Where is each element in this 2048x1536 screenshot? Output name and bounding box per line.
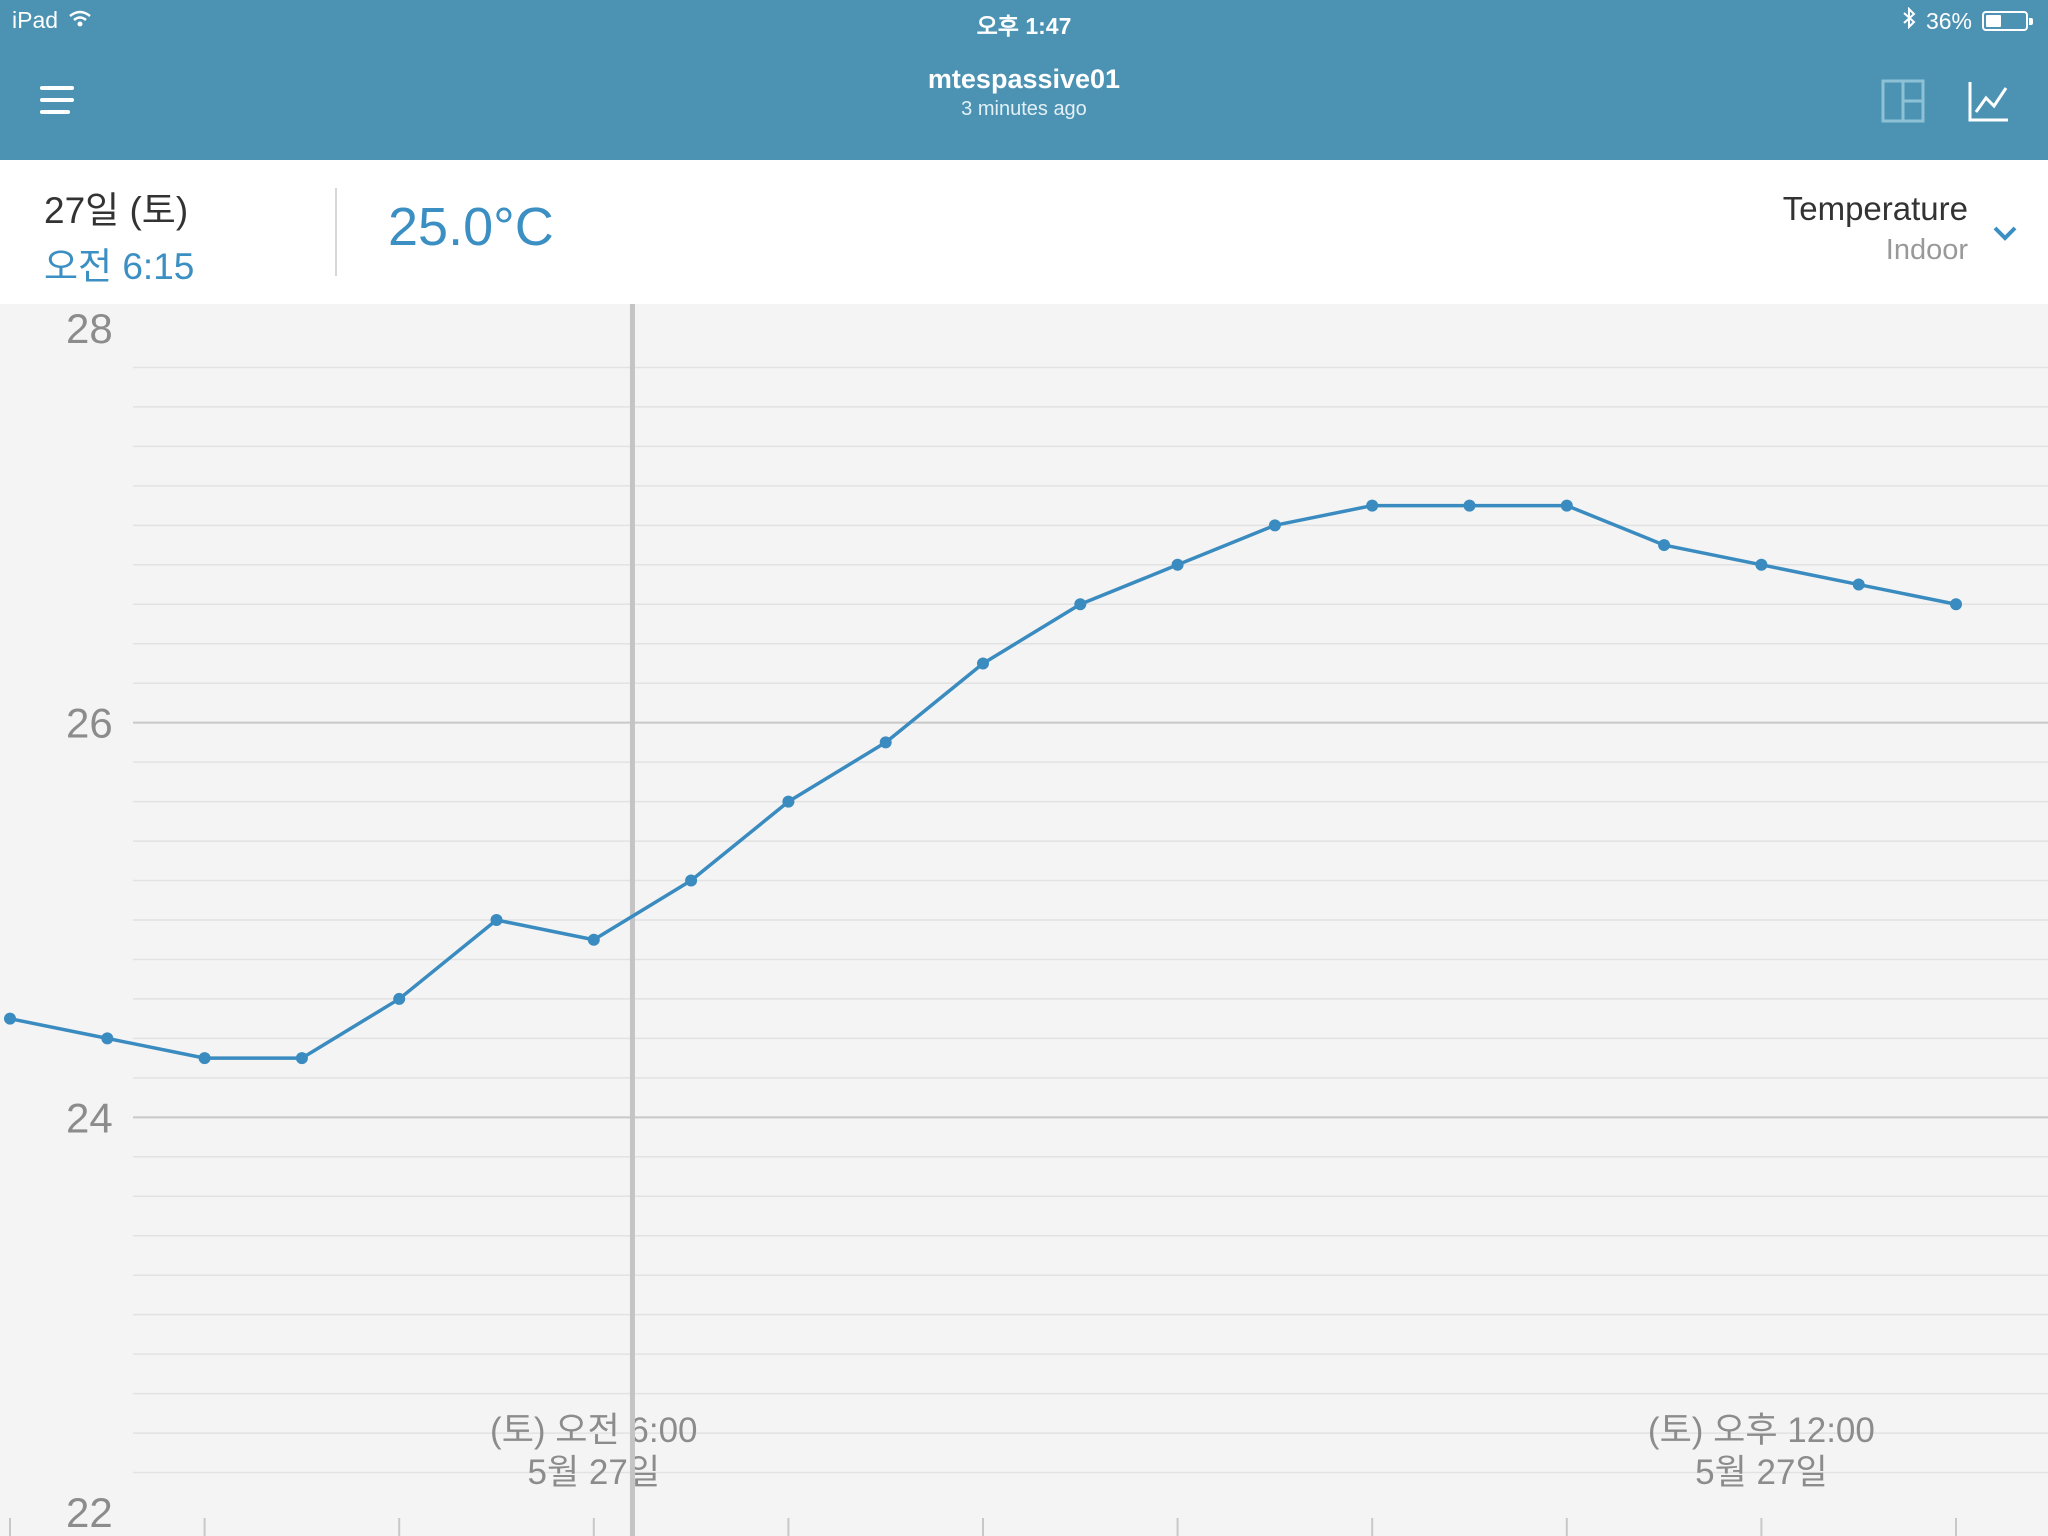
y-tick-label: 24 bbox=[66, 1094, 113, 1141]
data-point bbox=[879, 736, 892, 749]
x-tick-sublabel: 5월 27일 bbox=[528, 1453, 661, 1492]
chart-icon bbox=[1968, 82, 2008, 122]
data-point bbox=[295, 1052, 308, 1065]
data-point bbox=[782, 795, 795, 808]
data-point bbox=[393, 992, 406, 1005]
metric-name: Temperature bbox=[1782, 190, 1968, 227]
header-divider bbox=[335, 188, 337, 276]
metric-selector[interactable]: Temperature Indoor bbox=[1783, 190, 1968, 267]
wifi-icon bbox=[68, 7, 92, 34]
menu-icon-bar bbox=[40, 86, 74, 90]
data-point bbox=[1658, 539, 1671, 552]
y-tick-label: 28 bbox=[66, 305, 113, 352]
data-point bbox=[198, 1052, 211, 1065]
data-point bbox=[685, 874, 698, 887]
series-line bbox=[9, 503, 1957, 1060]
device-name: iPad bbox=[12, 7, 59, 33]
data-point bbox=[490, 914, 503, 926]
data-point bbox=[1950, 598, 1962, 611]
data-point bbox=[1171, 558, 1184, 571]
bluetooth-icon bbox=[1902, 6, 1916, 35]
layout-view-button[interactable] bbox=[1880, 78, 1926, 124]
menu-icon-bar bbox=[40, 110, 70, 114]
chart-view-button[interactable] bbox=[1966, 78, 2012, 124]
data-point bbox=[1074, 598, 1087, 611]
data-point bbox=[1268, 519, 1281, 532]
data-point bbox=[587, 933, 600, 946]
selected-time: 오전 6:15 bbox=[44, 246, 195, 287]
menu-button[interactable] bbox=[40, 86, 76, 114]
battery-icon bbox=[1982, 11, 2033, 31]
data-point bbox=[1755, 558, 1768, 571]
last-update: 3 minutes ago bbox=[961, 98, 1087, 120]
data-point bbox=[4, 1012, 16, 1025]
battery-fill bbox=[1986, 15, 2002, 27]
menu-icon-bar bbox=[40, 98, 74, 102]
chevron-down-icon[interactable] bbox=[1990, 218, 2020, 248]
data-point bbox=[1463, 499, 1476, 512]
status-bar: iPad 오후 1:47 36% bbox=[0, 0, 2048, 40]
y-tick-label: 26 bbox=[66, 700, 113, 747]
data-point bbox=[977, 657, 989, 670]
status-time: 오후 1:47 bbox=[976, 13, 1072, 39]
data-point bbox=[1560, 499, 1573, 512]
x-tick-sublabel: 5월 27일 bbox=[1695, 1453, 1828, 1492]
metric-location: Indoor bbox=[1885, 234, 1968, 266]
device-title: mtespassive01 bbox=[927, 64, 1121, 94]
status-right: 36% bbox=[1902, 6, 2033, 35]
x-tick-label: (토) 오전 6:00 bbox=[490, 1411, 697, 1450]
data-point bbox=[1366, 499, 1379, 512]
layout-icon bbox=[1881, 79, 1925, 123]
data-point bbox=[101, 1032, 114, 1045]
reading-header: 27일 (토) 오전 6:15 25.0°C Temperature Indoo… bbox=[0, 160, 2048, 304]
selected-reading: 25.0°C bbox=[388, 197, 554, 257]
y-tick-label: 22 bbox=[66, 1489, 113, 1536]
top-bar: iPad 오후 1:47 36% mtespassive01 3 minutes… bbox=[0, 0, 2048, 160]
battery-percent: 36% bbox=[1925, 7, 1972, 34]
x-tick-label: (토) 오후 12:00 bbox=[1648, 1411, 1875, 1450]
status-left: iPad bbox=[12, 7, 92, 34]
data-point bbox=[1852, 578, 1865, 591]
selected-date: 27일 (토) bbox=[44, 190, 189, 231]
